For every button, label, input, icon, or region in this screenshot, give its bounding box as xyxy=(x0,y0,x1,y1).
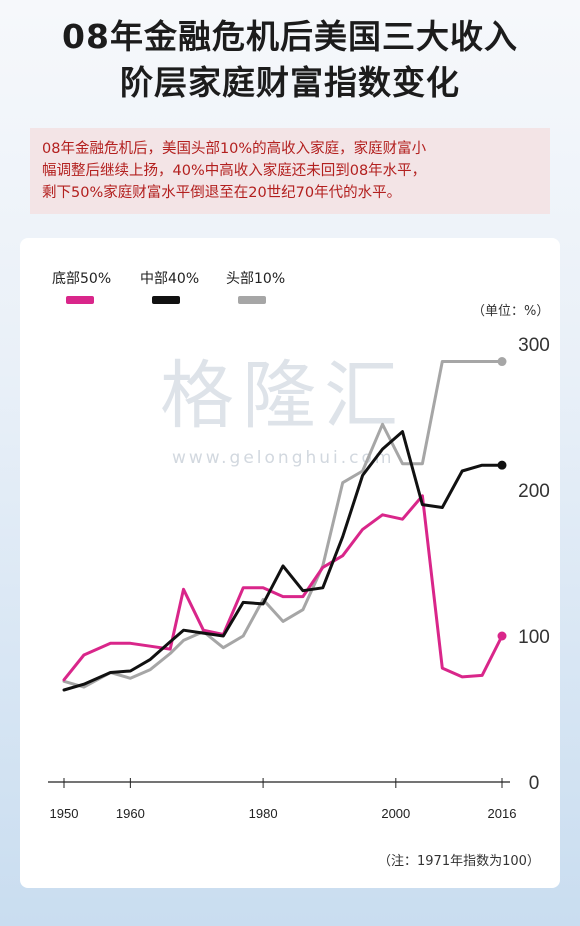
series-endpoint-2 xyxy=(497,357,507,367)
legend-swatch-bottom50 xyxy=(66,296,94,304)
intro-line-1: 08年金融危机后，美国头部10%的高收入家庭，家庭财富小 xyxy=(42,141,427,157)
x-tick-label-1950: 1950 xyxy=(50,806,79,821)
series-line-2 xyxy=(62,360,504,689)
y-tick-label-200: 200 xyxy=(518,481,550,502)
intro-line-3: 剩下50%家庭财富水平倒退至在20世纪70年代的水平。 xyxy=(42,185,402,201)
watermark-logo: 格隆汇 xyxy=(160,353,406,439)
legend-swatch-top10 xyxy=(238,296,266,304)
legend-label-middle40: 中部40% xyxy=(140,271,200,287)
series-line-1 xyxy=(62,430,504,692)
title-line-1: 08年金融危机后美国三大收入 xyxy=(62,17,518,56)
legend-label-bottom50: 底部50% xyxy=(52,271,112,287)
footnote: （注：1971年指数为100） xyxy=(378,854,540,869)
series-endpoint-1 xyxy=(497,460,507,470)
unit-label: （单位：%） xyxy=(472,304,550,319)
x-tick-label-2016: 2016 xyxy=(488,806,517,821)
intro-box: 08年金融危机后，美国头部10%的高收入家庭，家庭财富小 幅调整后继续上扬，40… xyxy=(30,128,550,214)
x-tick-label-1960: 1960 xyxy=(116,806,145,821)
y-tick-label-100: 100 xyxy=(518,627,550,648)
series-endpoint-0 xyxy=(497,631,507,641)
watermark-url: www.gelonghui.com xyxy=(172,448,395,468)
legend-swatch-middle40 xyxy=(152,296,180,304)
x-tick-label-2000: 2000 xyxy=(381,806,410,821)
y-tick-label-300: 300 xyxy=(518,335,550,356)
chart-card xyxy=(20,238,560,888)
series-line-0 xyxy=(62,494,504,682)
chart-title: 08年金融危机后美国三大收入 阶层家庭财富指数变化 xyxy=(0,14,580,106)
y-tick-label-0: 0 xyxy=(529,773,540,794)
title-line-2: 阶层家庭财富指数变化 xyxy=(120,63,460,102)
x-tick-label-1980: 1980 xyxy=(249,806,278,821)
legend-label-top10: 头部10% xyxy=(226,271,286,287)
intro-line-2: 幅调整后继续上扬，40%中高收入家庭还未回到08年水平， xyxy=(42,163,427,179)
